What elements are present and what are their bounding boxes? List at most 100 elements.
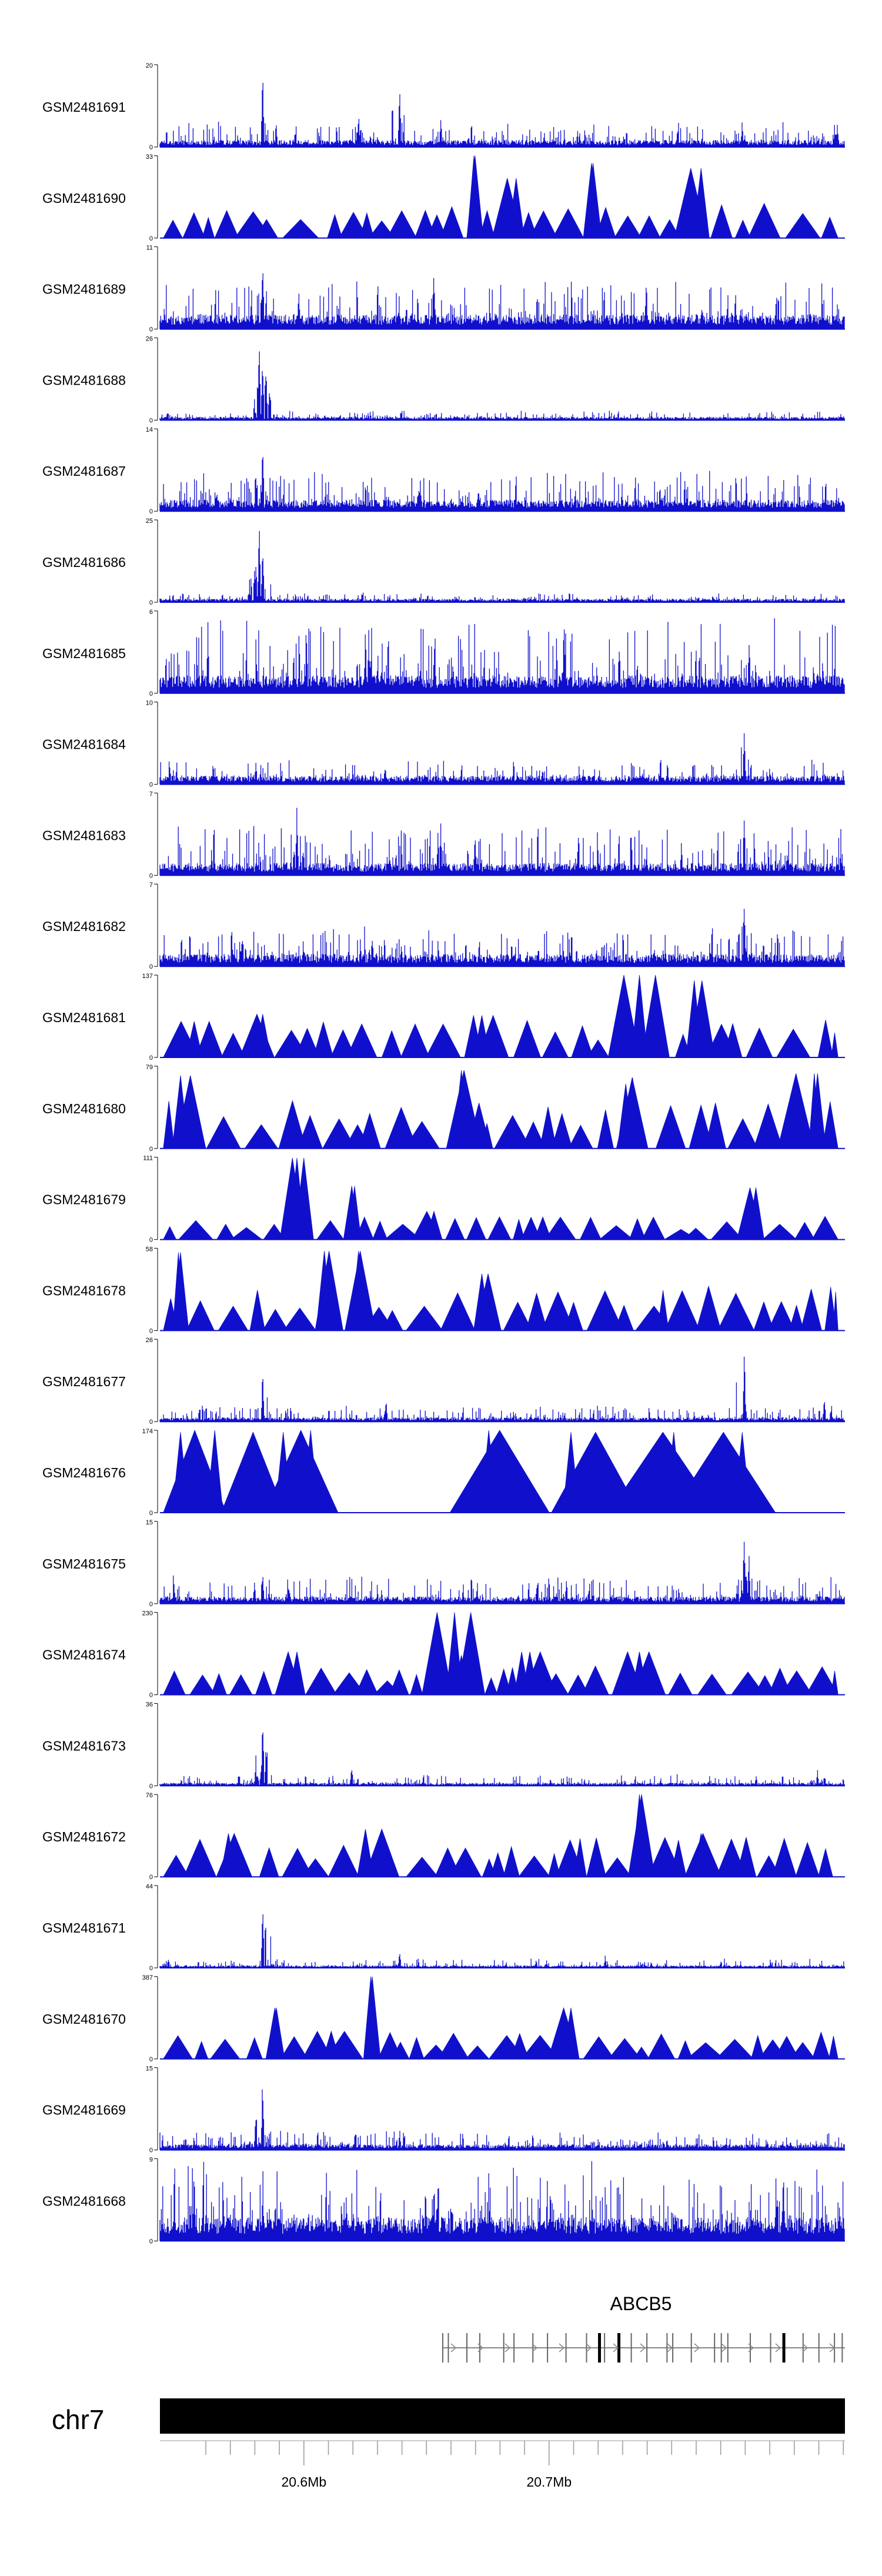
gene-exon [598,2333,602,2363]
coverage-tracks: GSM2481691200GSM2481690330GSM2481689110G… [42,62,845,2245]
coverage-signal [159,909,845,967]
gene-exon [630,2333,632,2363]
coverage-peak [637,215,661,239]
track-GSM2481673: GSM2481673 36 0 [42,1701,845,1790]
coverage-signal [159,82,845,147]
coverage-peak [629,1218,646,1240]
coverage-peak [465,2045,490,2060]
coverage-peak [817,1020,834,1058]
coverage-peak [831,1670,838,1696]
track-label: GSM2481683 [42,827,126,843]
track-label: GSM2481678 [42,1283,126,1298]
coverage-peak [445,1217,465,1240]
coverage-peak [466,1217,486,1240]
coverage-peak [440,1292,476,1331]
coverage-peak [425,1023,461,1058]
y-max-label: 7 [149,882,153,889]
coverage-peak [211,1673,227,1696]
coverage-peak [327,213,343,239]
coverage-peak [668,1672,693,1696]
coverage-peak [313,1021,334,1058]
track-label: GSM2481679 [42,1192,126,1207]
x-tick-label: 20.7Mb [526,2474,572,2490]
gene-exon [617,2333,621,2363]
coverage-peak [163,1226,177,1240]
coverage-peak [437,2033,469,2060]
coverage-signal [159,2089,845,2150]
chromosome-bar [160,2398,845,2434]
coverage-peak [316,1220,345,1240]
y-max-label: 9 [149,2156,153,2163]
chromosome-label: chr7 [52,2404,104,2435]
y-max-label: 230 [142,1610,153,1617]
y-max-label: 26 [146,1337,153,1344]
coverage-signal [159,1914,845,1968]
y-min-label: 0 [149,2147,153,2154]
gene-exon [532,2333,534,2363]
coverage-peak [259,1847,279,1877]
coverage-peak [183,1838,217,1877]
coverage-peak [206,1116,241,1149]
coverage-peak [657,1290,669,1331]
coverage-peak [518,1856,550,1877]
track-label: GSM2481680 [42,1101,126,1116]
y-max-label: 26 [146,335,153,342]
coverage-peak [172,1252,189,1331]
coverage-peak [346,1023,377,1058]
track-label: GSM2481675 [42,1556,126,1571]
track-GSM2481678: GSM2481678 58 0 [42,1246,845,1334]
track-label: GSM2481691 [42,99,126,115]
gene-exon [447,2333,449,2363]
track-GSM2481668: GSM2481668 9 0 [42,2156,845,2245]
gene-exon [727,2333,729,2363]
gene-exon [503,2333,505,2363]
track-GSM2481683: GSM2481683 7 0 [42,790,845,879]
coverage-peak [490,1852,506,1877]
gene-strand-arrow [802,2343,808,2353]
y-max-label: 33 [146,154,153,161]
y-max-label: 79 [146,1064,153,1071]
y-max-label: 6 [149,609,153,616]
gene-exon [586,2333,587,2363]
track-label: GSM2481674 [42,1647,126,1663]
gene-strand-arrow [775,2343,781,2353]
track-GSM2481681: GSM2481681 137 0 [42,973,845,1062]
coverage-peak [753,1103,783,1149]
coverage-signal [159,351,845,421]
coverage-peak [762,1224,797,1240]
track-label: GSM2481669 [42,2103,126,2118]
coverage-peak [727,1118,759,1149]
coverage-peak [328,1844,359,1877]
y-min-label: 0 [149,872,153,879]
track-label: GSM2481668 [42,2193,126,2208]
y-max-label: 25 [146,518,153,525]
coverage-peak [599,1225,634,1240]
coverage-peak [697,1673,727,1696]
track-GSM2481682: GSM2481682 7 0 [42,882,845,970]
coverage-signal [159,1356,845,1422]
coverage-peak [811,1216,838,1240]
coverage-peak [642,1216,666,1240]
coverage-peak [440,206,464,239]
y-min-label: 0 [149,1237,153,1244]
y-max-label: 44 [146,1883,153,1890]
coverage-peak [357,1829,374,1877]
coverage-peak [487,1216,512,1240]
track-GSM2481684: GSM2481684 10 0 [42,700,845,789]
y-min-label: 0 [149,1327,153,1334]
coverage-peak [704,1103,726,1149]
track-label: GSM2481671 [42,1920,126,1936]
coverage-peak [795,1841,820,1877]
coverage-peak [386,210,417,239]
coverage-peak [202,216,215,239]
coverage-peak [710,204,733,239]
track-GSM2481676: GSM2481676 174 0 [42,1428,845,1517]
coverage-peak [182,212,206,239]
y-min-label: 0 [149,1419,153,1426]
coverage-peak [216,1223,235,1240]
coverage-peak [828,2036,838,2060]
y-max-label: 36 [146,1701,153,1708]
coverage-peak [186,1300,215,1331]
y-max-label: 7 [149,790,153,798]
coverage-peak [400,1023,430,1058]
